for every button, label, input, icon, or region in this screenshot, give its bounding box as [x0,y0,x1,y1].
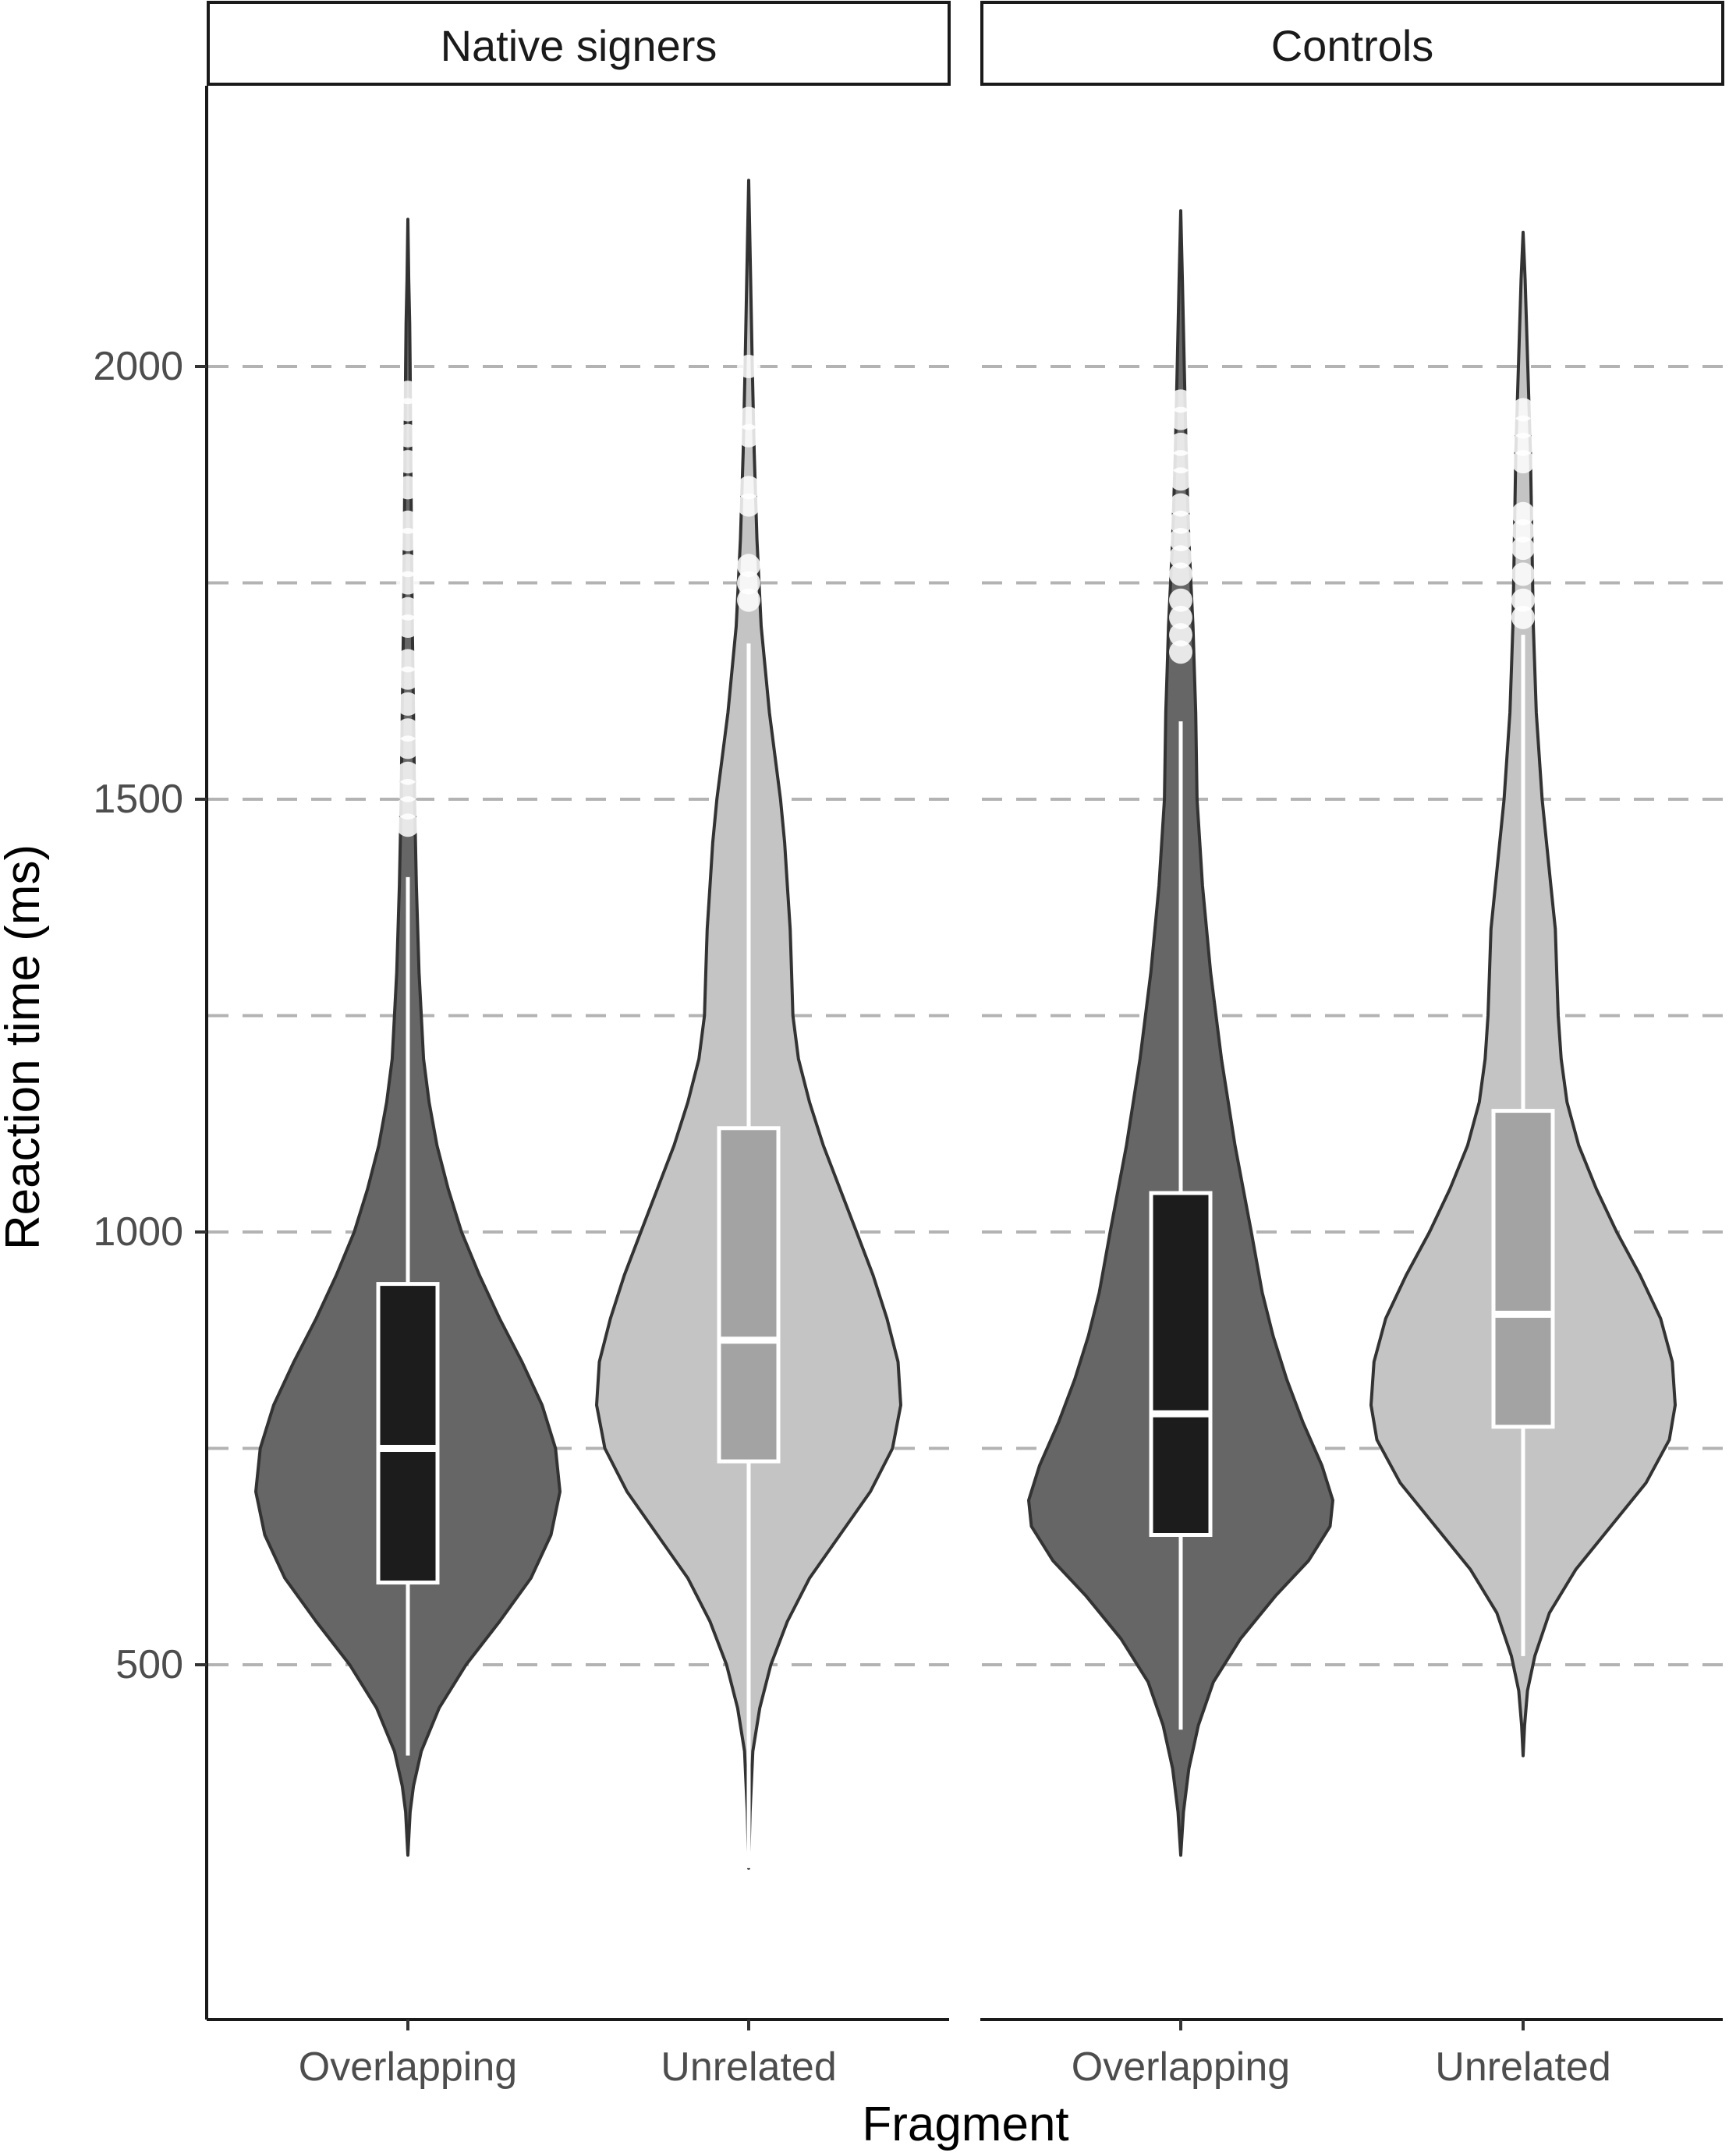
outlier-point-controls-overlapping-7 [1169,510,1192,534]
outlier-point-controls-overlapping-11 [1169,432,1192,456]
box-native-signers-unrelated [717,1126,781,1464]
outlier-point-native-signers-overlapping-8 [396,649,420,673]
outlier-point-native-signers-overlapping-12 [396,554,420,578]
strip-box-controls [980,1,1724,86]
outlier-point-controls-overlapping-0 [1169,640,1192,664]
outlier-point-native-signers-overlapping-15 [396,476,420,500]
strip-box-native-signers [207,1,951,86]
outlier-point-controls-unrelated-8 [1511,415,1535,439]
axes [195,86,1723,2030]
x-tick-label-controls-overlapping: Overlapping [1072,2044,1290,2090]
box-native-signers-overlapping [376,1282,440,1585]
outlier-point-controls-unrelated-0 [1511,605,1535,629]
outlier-point-native-signers-overlapping-18 [396,398,420,422]
outlier-point-controls-overlapping-13 [1169,389,1192,413]
violins [254,179,1677,1870]
outlier-point-native-signers-unrelated-6 [737,406,760,430]
strip-label-controls: Controls [1271,21,1434,70]
outlier-point-controls-unrelated-4 [1511,519,1535,543]
outlier-point-controls-unrelated-5 [1511,501,1535,526]
y-tick-label-2000: 2000 [93,344,183,389]
x-axis-title: Fragment [862,2098,1068,2151]
outlier-point-native-signers-overlapping-17 [396,423,420,448]
outlier-point-native-signers-unrelated-0 [737,588,760,612]
outlier-point-native-signers-overlapping-16 [396,450,420,474]
outlier-point-controls-overlapping-8 [1169,493,1192,517]
outlier-point-controls-unrelated-3 [1511,536,1535,561]
outlier-point-controls-overlapping-6 [1169,528,1192,551]
outlier-point-native-signers-overlapping-3 [396,761,420,785]
y-tick-label-1500: 1500 [93,777,183,822]
x-tick-label-controls-unrelated: Unrelated [1435,2044,1610,2090]
outlier-point-native-signers-unrelated-1 [737,571,760,595]
x-tick-label-native-overlapping: Overlapping [299,2044,517,2090]
y-tick-label-1000: 1000 [93,1209,183,1255]
outlier-point-native-signers-unrelated-7 [737,355,760,378]
outlier-point-native-signers-overlapping-11 [396,571,420,595]
outlier-point-controls-unrelated-7 [1511,432,1535,456]
outlier-point-controls-overlapping-12 [1169,406,1192,430]
outlier-point-controls-unrelated-1 [1511,588,1535,612]
outlier-point-controls-overlapping-2 [1169,605,1192,629]
outlier-point-controls-unrelated-9 [1511,398,1535,422]
outlier-point-controls-unrelated-6 [1511,450,1535,474]
outlier-point-native-signers-overlapping-13 [396,528,420,551]
x-tick-label-native-unrelated: Unrelated [661,2044,836,2090]
outlier-point-native-signers-overlapping-4 [396,735,420,759]
outlier-point-native-signers-unrelated-4 [737,476,760,500]
outlier-point-native-signers-overlapping-5 [396,718,420,742]
strip-label-native-signers: Native signers [441,21,717,70]
outlier-point-controls-overlapping-1 [1169,623,1192,647]
outlier-point-native-signers-overlapping-10 [396,597,420,621]
outlier-point-native-signers-overlapping-1 [396,796,420,820]
outlier-point-native-signers-unrelated-5 [737,423,760,448]
outlier-point-controls-overlapping-3 [1169,588,1192,612]
outlier-point-native-signers-overlapping-19 [396,381,420,405]
outlier-point-controls-overlapping-5 [1169,545,1192,569]
outlier-point-native-signers-overlapping-14 [396,510,420,534]
outlier-point-controls-overlapping-4 [1169,562,1192,586]
outlier-point-native-signers-unrelated-2 [737,554,760,578]
y-axis-title: Reaction time (ms) [0,844,50,1250]
outlier-point-native-signers-overlapping-0 [396,813,420,837]
outlier-point-native-signers-overlapping-9 [396,614,420,638]
box-controls-unrelated [1491,1109,1555,1429]
outlier-point-controls-overlapping-10 [1169,450,1192,474]
outlier-point-native-signers-overlapping-2 [396,778,420,802]
box-controls-overlapping [1149,1191,1213,1538]
outlier-point-native-signers-unrelated-3 [737,493,760,517]
outlier-point-native-signers-overlapping-7 [396,666,420,690]
y-tick-label-500: 500 [115,1642,183,1687]
outlier-point-controls-unrelated-2 [1511,562,1535,586]
outlier-point-controls-overlapping-9 [1169,467,1192,491]
outlier-point-native-signers-overlapping-6 [396,692,420,716]
